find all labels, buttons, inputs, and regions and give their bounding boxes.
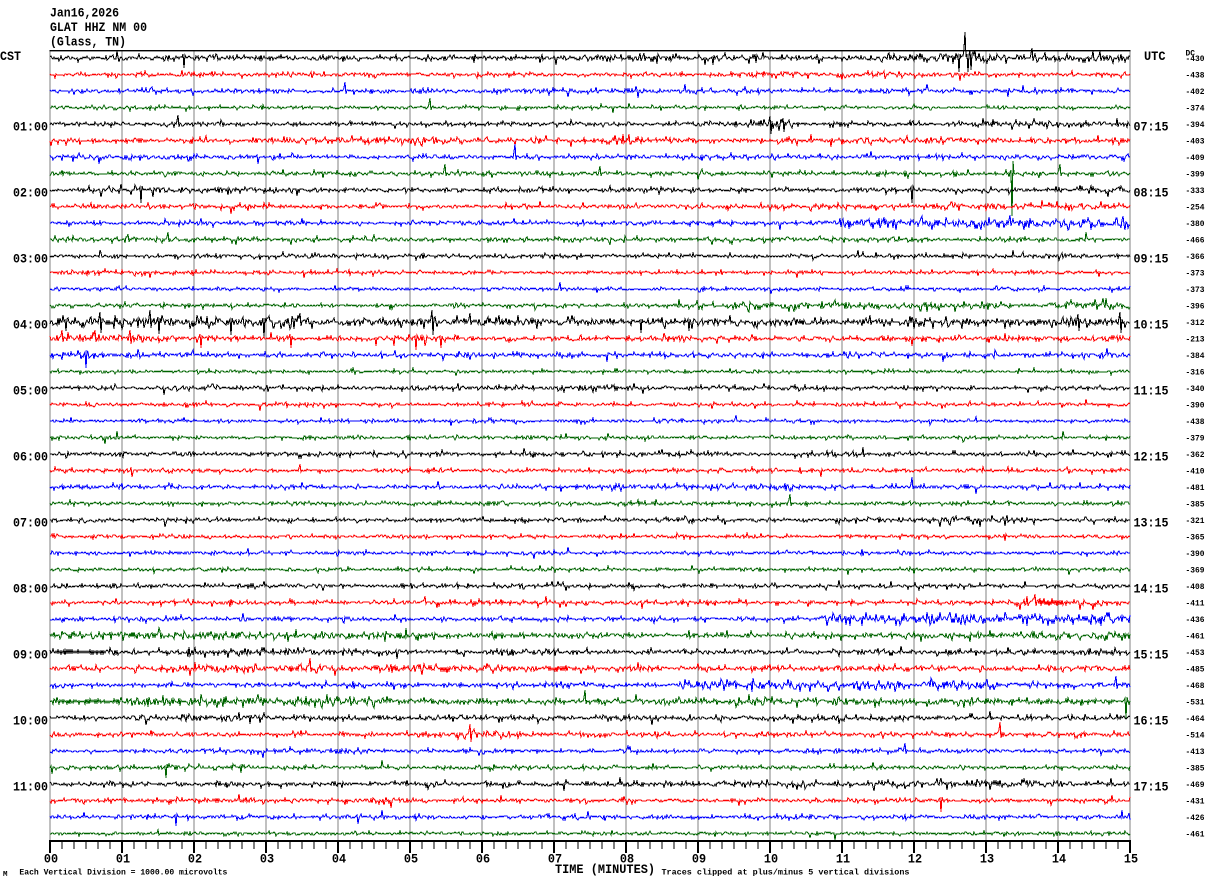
- svg-text:02:00: 02:00: [13, 185, 48, 200]
- svg-text:-321: -321: [1186, 517, 1205, 526]
- svg-text:-453: -453: [1186, 649, 1205, 658]
- svg-text:-340: -340: [1186, 385, 1205, 394]
- svg-text:14: 14: [1052, 852, 1066, 867]
- svg-text:-436: -436: [1186, 616, 1205, 625]
- svg-text:-365: -365: [1186, 533, 1205, 542]
- svg-text:-464: -464: [1186, 715, 1205, 724]
- svg-text:08: 08: [620, 852, 634, 867]
- svg-text:17:15: 17:15: [1134, 779, 1169, 794]
- svg-text:03:00: 03:00: [13, 251, 48, 266]
- svg-text:10: 10: [764, 852, 778, 867]
- svg-text:TIME (MINUTES): TIME (MINUTES): [555, 862, 655, 877]
- svg-text:-379: -379: [1186, 434, 1205, 443]
- svg-text:09:00: 09:00: [13, 647, 48, 662]
- svg-text:08:00: 08:00: [13, 581, 48, 596]
- svg-text:12:15: 12:15: [1134, 449, 1169, 464]
- svg-text:-312: -312: [1186, 319, 1205, 328]
- svg-text:01:00: 01:00: [13, 119, 48, 134]
- svg-text:-466: -466: [1186, 236, 1205, 245]
- svg-text:(Glass, TN): (Glass, TN): [50, 35, 126, 50]
- svg-text:-366: -366: [1186, 253, 1205, 262]
- svg-text:-362: -362: [1186, 451, 1205, 460]
- svg-text:11:00: 11:00: [13, 779, 48, 794]
- svg-text:-411: -411: [1186, 599, 1205, 608]
- svg-text:-410: -410: [1186, 467, 1205, 476]
- svg-text:10:15: 10:15: [1134, 317, 1169, 332]
- svg-text:Each Vertical Division = 1000.: Each Vertical Division = 1000.00 microvo…: [19, 869, 227, 878]
- svg-text:-254: -254: [1186, 203, 1205, 212]
- svg-text:-373: -373: [1186, 286, 1205, 295]
- svg-text:15: 15: [1124, 852, 1138, 867]
- svg-text:-403: -403: [1186, 137, 1205, 146]
- svg-text:00: 00: [44, 852, 58, 867]
- svg-text:07:00: 07:00: [13, 515, 48, 530]
- svg-text:12: 12: [908, 852, 922, 867]
- svg-text:-402: -402: [1186, 88, 1205, 97]
- svg-text:04: 04: [332, 852, 346, 867]
- svg-text:-369: -369: [1186, 566, 1205, 575]
- svg-text:-430: -430: [1186, 55, 1205, 64]
- svg-text:UTC: UTC: [1144, 49, 1166, 64]
- svg-text:-385: -385: [1186, 500, 1205, 509]
- svg-text:09:15: 09:15: [1134, 251, 1169, 266]
- svg-text:-485: -485: [1186, 665, 1205, 674]
- svg-text:01: 01: [116, 852, 130, 867]
- svg-text:-373: -373: [1186, 269, 1205, 278]
- svg-text:-316: -316: [1186, 368, 1205, 377]
- svg-text:-468: -468: [1186, 682, 1205, 691]
- svg-text:-380: -380: [1186, 220, 1205, 229]
- svg-text:Jan16,2026: Jan16,2026: [50, 5, 119, 20]
- svg-text:-333: -333: [1186, 187, 1205, 196]
- svg-text:-438: -438: [1186, 418, 1205, 427]
- svg-text:13:15: 13:15: [1134, 515, 1169, 530]
- svg-text:-469: -469: [1186, 781, 1205, 790]
- svg-text:03: 03: [260, 852, 274, 867]
- svg-text:-514: -514: [1186, 731, 1205, 740]
- svg-text:-374: -374: [1186, 104, 1205, 113]
- svg-text:M: M: [3, 871, 8, 879]
- svg-text:GLAT HHZ NM 00: GLAT HHZ NM 00: [50, 20, 147, 35]
- svg-text:-385: -385: [1186, 764, 1205, 773]
- svg-text:05:00: 05:00: [13, 383, 48, 398]
- svg-text:-396: -396: [1186, 302, 1205, 311]
- svg-text:-413: -413: [1186, 748, 1205, 757]
- svg-text:-409: -409: [1186, 154, 1205, 163]
- svg-text:-390: -390: [1186, 401, 1205, 410]
- svg-text:-384: -384: [1186, 352, 1205, 361]
- svg-text:-461: -461: [1186, 632, 1205, 641]
- svg-text:-390: -390: [1186, 550, 1205, 559]
- svg-text:-426: -426: [1186, 814, 1205, 823]
- svg-text:Traces clipped at plus/minus 5: Traces clipped at plus/minus 5 vertical …: [662, 869, 910, 878]
- svg-text:14:15: 14:15: [1134, 581, 1169, 596]
- svg-text:11:15: 11:15: [1134, 383, 1169, 398]
- svg-text:04:00: 04:00: [13, 317, 48, 332]
- svg-text:02: 02: [188, 852, 202, 867]
- svg-text:05: 05: [404, 852, 418, 867]
- svg-text:09: 09: [692, 852, 706, 867]
- svg-text:-399: -399: [1186, 170, 1205, 179]
- svg-text:DC: DC: [1186, 49, 1196, 58]
- svg-text:08:15: 08:15: [1134, 185, 1169, 200]
- svg-text:-438: -438: [1186, 71, 1205, 80]
- svg-text:-394: -394: [1186, 121, 1205, 130]
- svg-text:10:00: 10:00: [13, 713, 48, 728]
- svg-text:16:15: 16:15: [1134, 713, 1169, 728]
- svg-text:CST: CST: [0, 49, 21, 64]
- svg-text:-531: -531: [1186, 698, 1205, 707]
- svg-text:-461: -461: [1186, 830, 1205, 839]
- svg-text:07:15: 07:15: [1134, 119, 1169, 134]
- svg-text:-408: -408: [1186, 583, 1205, 592]
- svg-text:-481: -481: [1186, 484, 1205, 493]
- svg-text:06:00: 06:00: [13, 449, 48, 464]
- svg-text:07: 07: [548, 852, 562, 867]
- svg-text:13: 13: [980, 852, 994, 867]
- svg-text:15:15: 15:15: [1134, 647, 1169, 662]
- svg-text:06: 06: [476, 852, 490, 867]
- svg-text:-431: -431: [1186, 797, 1205, 806]
- svg-text:-213: -213: [1186, 335, 1205, 344]
- svg-text:11: 11: [836, 852, 850, 867]
